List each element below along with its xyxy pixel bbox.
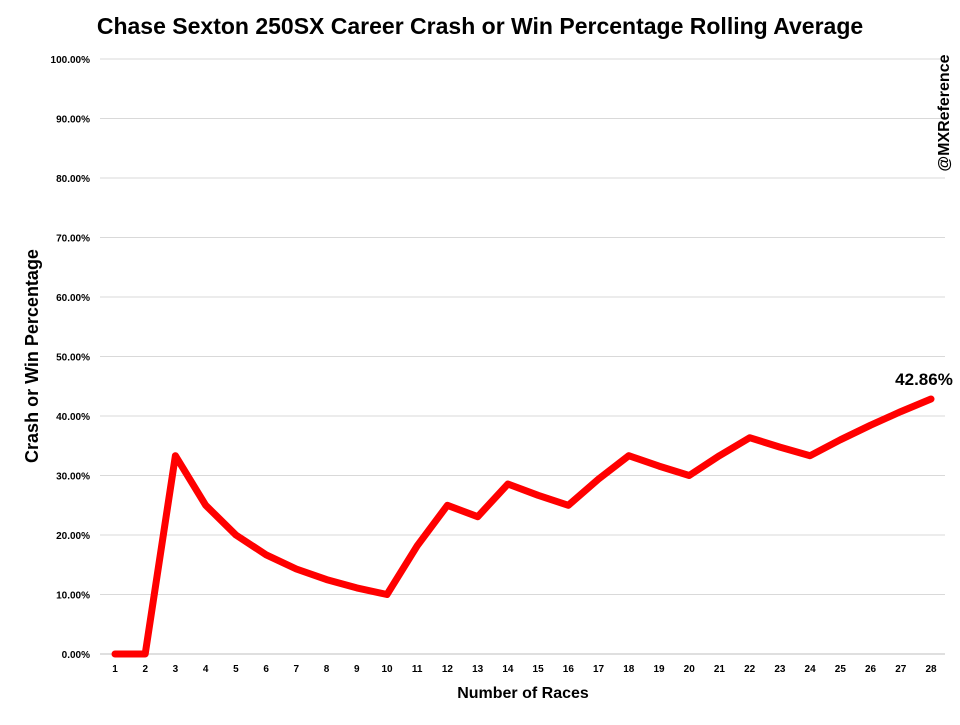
x-tick-label: 23 bbox=[774, 664, 786, 675]
x-tick-label: 19 bbox=[653, 664, 665, 675]
y-tick-label: 100.00% bbox=[51, 55, 91, 66]
x-tick-label: 16 bbox=[563, 664, 575, 675]
y-tick-labels: 0.00% 10.00% 20.00% 30.00% 40.00% 50.00% 60.00… bbox=[51, 55, 91, 661]
x-tick-label: 10 bbox=[381, 664, 393, 675]
x-tick-label: 15 bbox=[533, 664, 545, 675]
x-tick-label: 22 bbox=[744, 664, 756, 675]
x-tick-label: 28 bbox=[925, 664, 937, 675]
x-tick-label: 26 bbox=[865, 664, 877, 675]
y-tick-label: 10.00% bbox=[56, 591, 90, 602]
x-tick-label: 4 bbox=[203, 664, 209, 675]
y-tick-label: 0.00% bbox=[62, 650, 90, 661]
x-tick-label: 12 bbox=[442, 664, 454, 675]
x-tick-label: 11 bbox=[412, 664, 423, 675]
x-tick-label: 21 bbox=[714, 664, 726, 675]
x-tick-label: 6 bbox=[263, 664, 269, 675]
x-tick-label: 18 bbox=[623, 664, 635, 675]
x-tick-label: 27 bbox=[895, 664, 907, 675]
x-axis-label: Number of Races bbox=[457, 685, 589, 702]
x-tick-label: 20 bbox=[684, 664, 696, 675]
x-tick-label: 5 bbox=[233, 664, 239, 675]
x-tick-label: 8 bbox=[324, 664, 330, 675]
y-tick-label: 70.00% bbox=[56, 234, 90, 245]
y-tick-label: 50.00% bbox=[56, 353, 90, 364]
x-tick-label: 25 bbox=[835, 664, 847, 675]
data-label: 42.86% bbox=[895, 370, 953, 389]
y-tick-label: 20.00% bbox=[56, 531, 90, 542]
x-tick-label: 14 bbox=[502, 664, 514, 675]
x-tick-label: 17 bbox=[593, 664, 605, 675]
watermark-handle: @MXReference bbox=[936, 54, 953, 171]
x-tick-label: 13 bbox=[472, 664, 484, 675]
annotation-layer: 42.86% bbox=[895, 370, 953, 389]
y-tick-label: 30.00% bbox=[56, 472, 90, 483]
y-tick-label: 40.00% bbox=[56, 412, 90, 423]
x-tick-label: 2 bbox=[142, 664, 148, 675]
x-tick-labels: 1 2 3 4 5 6 7 8 9 10 11 12 13 14 15 16 17 18 19 20 21 22 23 24 2… bbox=[112, 664, 937, 675]
y-axis-label: Crash or Win Percentage bbox=[22, 249, 42, 463]
x-tick-label: 9 bbox=[354, 664, 360, 675]
y-tick-label: 90.00% bbox=[56, 115, 90, 126]
x-tick-label: 1 bbox=[112, 664, 118, 675]
x-tick-label: 24 bbox=[805, 664, 817, 675]
x-tick-label: 7 bbox=[294, 664, 300, 675]
series-layer bbox=[111, 395, 935, 658]
y-tick-label: 60.00% bbox=[56, 293, 90, 304]
x-tick-label: 3 bbox=[173, 664, 179, 675]
chart-title: Chase Sexton 250SX Career Crash or Win P… bbox=[97, 13, 863, 39]
grid-layer bbox=[100, 58, 945, 655]
series-line bbox=[111, 395, 935, 658]
y-tick-label: 80.00% bbox=[56, 174, 90, 185]
